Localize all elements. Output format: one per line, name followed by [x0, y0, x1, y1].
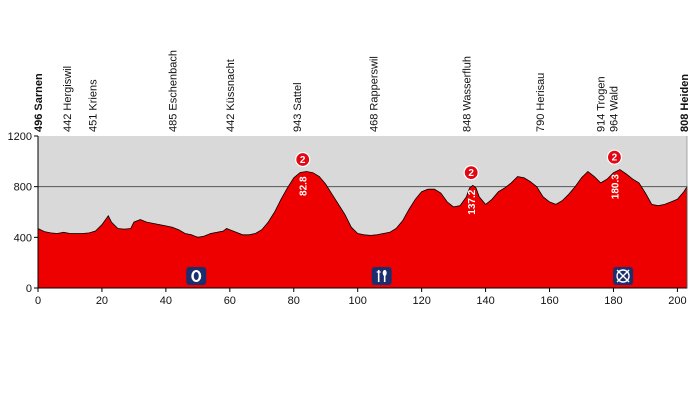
course-markers [186, 267, 634, 285]
town-label: 914 Trogen [596, 76, 608, 132]
climb-category-badge [606, 149, 623, 165]
town-label: 943 Sattel [292, 82, 304, 132]
y-tick-label: 400 [14, 232, 32, 244]
marker-symbol [616, 269, 630, 283]
y-tick-label: 0 [26, 283, 32, 295]
x-tick-label: 140 [476, 295, 494, 307]
y-tick-labels: 0 400 800 1200 [8, 131, 38, 295]
climb-category-number: 2 [468, 168, 474, 179]
town-label: 964 Wald [608, 86, 620, 132]
town-label: 485 Eschenbach [167, 50, 179, 132]
climb-km-label: 137.2 [467, 189, 478, 214]
town-label: 442 Hergiswil [62, 66, 74, 132]
climb-km-label: 180.3 [610, 174, 621, 199]
marker-symbol [382, 270, 387, 276]
x-tick-label: 40 [160, 295, 172, 307]
x-tick-label: 120 [412, 295, 430, 307]
climb-markers: 2 82.8 2 137.2 2 180.3 [295, 149, 623, 215]
climb-category-number: 2 [300, 155, 306, 166]
town-label: 468 Rapperswil [369, 56, 381, 132]
climb-km-label: 82.8 [299, 176, 310, 196]
marker-symbol [193, 272, 199, 280]
sprint-icon [186, 267, 207, 285]
feed-zone-icon [371, 267, 392, 285]
marker-badge [371, 267, 392, 285]
climb-category-number: 2 [612, 153, 618, 164]
town-label: 848 Wasserfluh [461, 56, 473, 132]
climb-category-badge [463, 165, 479, 181]
town-labels: 496 Sarnen 442 Hergiswil 451 Kriens 485 Esc… [33, 50, 691, 132]
x-tick-label: 180 [604, 295, 622, 307]
intermediate-sprint-icon [613, 267, 634, 285]
town-label: 442 Küssnacht [225, 59, 237, 132]
town-label: 451 Kriens [87, 79, 99, 132]
x-tick-label: 200 [668, 295, 686, 307]
town-label: 496 Sarnen [33, 73, 45, 132]
x-tick-label: 100 [349, 295, 367, 307]
climb-category-badge [295, 151, 311, 168]
x-tick-label: 80 [288, 295, 300, 307]
x-tick-label: 160 [540, 295, 558, 307]
marker-symbol [616, 269, 630, 283]
elevation-area [37, 169, 688, 289]
x-tick-labels: 0 20 40 60 80 100 120 140 160 180 200 [35, 288, 687, 307]
x-tick-label: 60 [224, 295, 236, 307]
town-label: 790 Herisau [535, 73, 547, 132]
y-tick-label: 800 [14, 182, 32, 194]
x-tick-label: 0 [35, 295, 41, 307]
y-tick-label: 1200 [8, 131, 32, 143]
town-label: 808 Heiden [679, 74, 691, 132]
axes [37, 136, 688, 289]
x-tick-label: 20 [96, 295, 108, 307]
